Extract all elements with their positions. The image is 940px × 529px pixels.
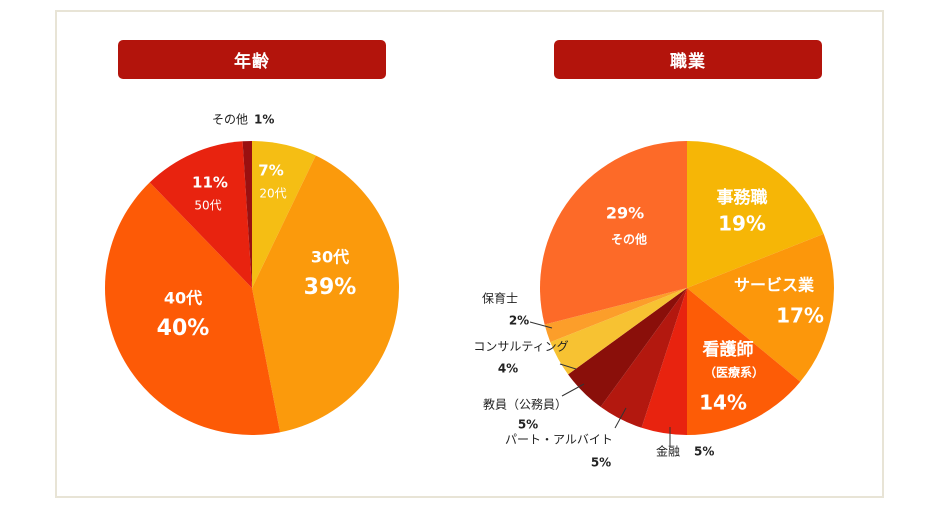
pie0-slice-1 bbox=[252, 155, 399, 433]
age-label-30s-name: 30代 bbox=[311, 248, 349, 267]
age-label-20s-pct: 7% bbox=[258, 162, 283, 180]
job-label-office-pct: 19% bbox=[718, 212, 766, 236]
age-label-30s-pct: 39% bbox=[304, 275, 357, 300]
pie1-slice-3 bbox=[641, 288, 687, 435]
age-label-40s-pct: 40% bbox=[157, 316, 210, 341]
job-label-consulting-name: コンサルティング bbox=[473, 340, 568, 354]
pie0-slice-0 bbox=[252, 141, 316, 288]
job-label-nursery-name: 保育士 bbox=[482, 291, 518, 306]
job-label-teacher-name: 教員（公務員） bbox=[483, 397, 567, 412]
pie0-slice-2 bbox=[104, 182, 281, 436]
pie0-slice-3 bbox=[149, 141, 252, 288]
job-label-finance-name: 金融 bbox=[656, 444, 680, 459]
job-label-nursery-pct: 2% bbox=[509, 314, 529, 328]
job-label-teacher-pct: 5% bbox=[518, 418, 538, 432]
age-label-50s-name: 50代 bbox=[194, 199, 221, 213]
job-label-other-pct: 29% bbox=[606, 204, 644, 223]
pie1-slice-4 bbox=[600, 288, 687, 428]
age-label-40s-name: 40代 bbox=[164, 289, 202, 308]
pie1-slice-5 bbox=[568, 288, 687, 407]
job-label-service-name: サービス業 bbox=[734, 276, 815, 295]
job-label-other-name: その他 bbox=[611, 232, 647, 247]
job-label-nurse-name: 看護師 bbox=[702, 339, 754, 360]
pie1-slice-7 bbox=[544, 288, 687, 343]
job-label-finance-pct: 5% bbox=[694, 445, 714, 459]
pie1-slice-1 bbox=[687, 233, 835, 382]
job-label-consulting-pct: 4% bbox=[498, 362, 518, 376]
age-label-other-pct: 1% bbox=[254, 113, 274, 127]
pie1-slice-2 bbox=[687, 288, 801, 435]
job-label-nurse-pct: 14% bbox=[699, 391, 747, 415]
leader-consulting bbox=[559, 363, 577, 370]
pie1-slice-0 bbox=[687, 141, 824, 288]
pie0-slice-4 bbox=[242, 141, 252, 288]
age-label-50s-pct: 11% bbox=[192, 174, 228, 192]
job-label-parttime-pct: 5% bbox=[591, 456, 611, 470]
leader-parttime bbox=[614, 407, 627, 429]
leader-teacher bbox=[561, 383, 585, 397]
age-label-20s-name: 20代 bbox=[259, 187, 286, 201]
age-chart-title: 年齢 bbox=[118, 40, 386, 79]
pie1-slice-6 bbox=[550, 288, 687, 375]
occupation-chart-title: 職業 bbox=[554, 40, 822, 79]
job-label-nurse-sub: （医療系） bbox=[704, 365, 764, 380]
job-label-service-pct: 17% bbox=[776, 304, 824, 328]
pie1-slice-8 bbox=[540, 141, 687, 325]
leader-nursery bbox=[529, 321, 553, 329]
age-label-other-name: その他 bbox=[212, 113, 248, 127]
job-label-parttime-name: パート・アルバイト bbox=[505, 433, 613, 447]
job-label-office-name: 事務職 bbox=[717, 187, 768, 208]
